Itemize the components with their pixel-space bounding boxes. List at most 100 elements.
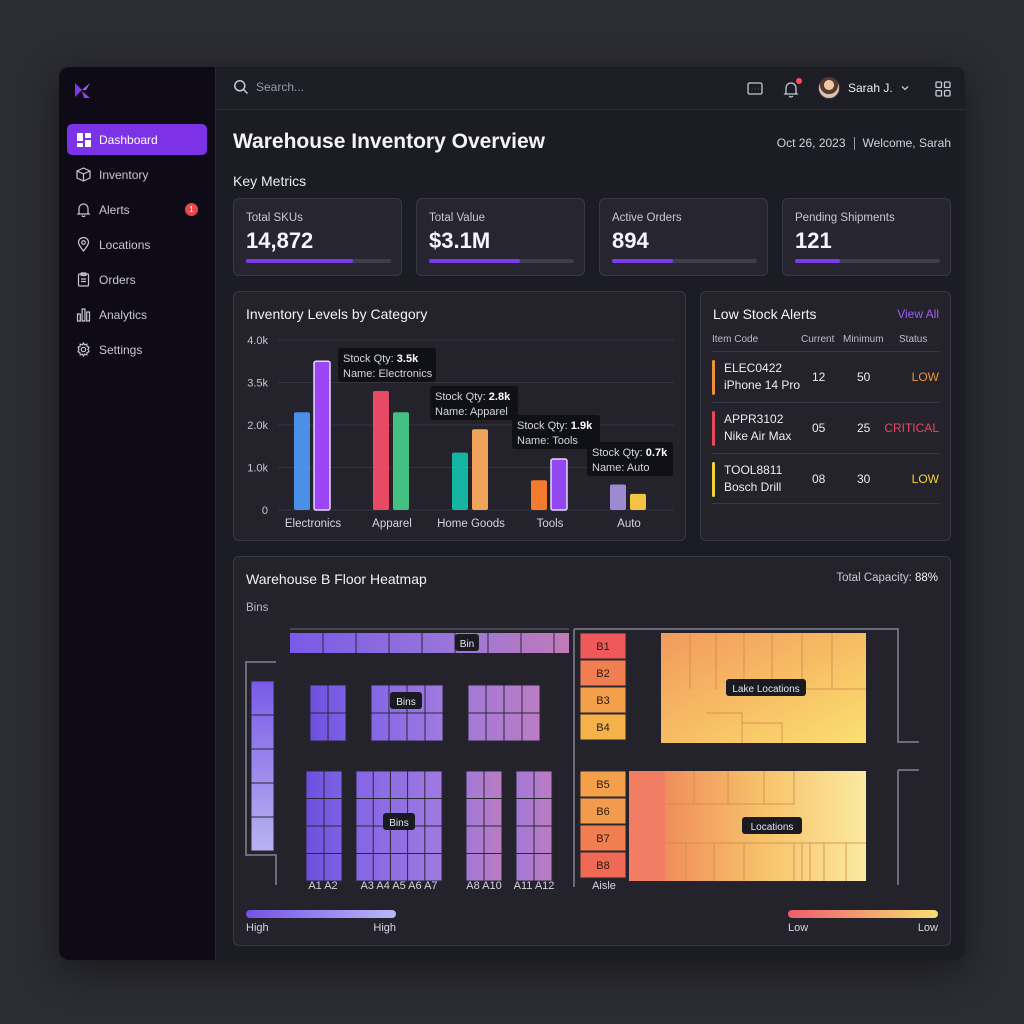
search-icon[interactable] [233, 79, 249, 95]
bar-chart-icon [76, 307, 91, 322]
main-content: Warehouse Inventory Overview Oct 26, 202… [216, 110, 965, 960]
b-bin-cell[interactable] [579, 797, 627, 825]
metric-card-total-value[interactable]: Total Value $3.1M [416, 198, 585, 276]
page-title: Warehouse Inventory Overview [233, 130, 545, 153]
user-menu[interactable]: Sarah J. [818, 77, 910, 99]
metric-value: 14,872 [246, 228, 314, 253]
column-header-status: Status [899, 334, 928, 345]
b-bin-cell[interactable] [579, 713, 627, 741]
dashboard-icon [76, 132, 91, 147]
metric-value: 894 [612, 228, 649, 253]
chart-title: Inventory Levels by Category [246, 306, 428, 322]
top-bar: Sarah J. [216, 67, 965, 110]
sidebar-item-label: Orders [99, 272, 136, 287]
chart-tooltip: Stock Qty: 0.7k Name: Auto [587, 442, 673, 476]
lower-bin-blocks[interactable] [305, 770, 553, 882]
locations-tag: Locations [742, 817, 802, 834]
view-all-link[interactable]: View All [897, 307, 939, 321]
top-bin-strip[interactable] [290, 633, 569, 653]
status-color-bar [712, 360, 715, 395]
aisle-label-a8-a10: A8 A10 [466, 880, 501, 892]
b-bin-column[interactable]: B1 B2 B3 B4 B5 B6 B7 B8 [579, 632, 627, 879]
item-name: iPhone 14 Pro [724, 378, 801, 392]
inventory-bar-chart: 0 1.0k 2.0k 3.5k 4.0k Electronics Apparel Home … [247, 335, 674, 530]
column-header-current: Current [801, 334, 835, 345]
bar[interactable] [531, 480, 547, 510]
item-code: APPR3102 [724, 412, 784, 426]
sidebar-item-alerts[interactable]: Alerts 1 [67, 194, 207, 225]
notifications-button[interactable] [782, 78, 802, 98]
minimum-qty: 25 [857, 421, 871, 435]
sidebar-item-inventory[interactable]: Inventory [67, 159, 207, 190]
column-header-item-code: Item Code [712, 334, 759, 345]
table-row[interactable]: ELEC0422 iPhone 14 Pro 12 50 LOW [712, 351, 939, 402]
bar[interactable] [393, 412, 409, 510]
tooltip-background [512, 415, 600, 449]
sidebar-item-analytics[interactable]: Analytics [67, 299, 207, 330]
aisle-label-a11-a12: A11 A12 [514, 880, 555, 892]
b-bin-label: B4 [596, 722, 609, 734]
metric-card-pending-shipments[interactable]: Pending Shipments 121 [782, 198, 951, 276]
bar[interactable] [630, 493, 646, 510]
b-bin-cell[interactable] [579, 824, 627, 852]
tag-text: Lake Locations [732, 684, 799, 695]
bar[interactable] [472, 429, 488, 510]
logo-icon[interactable] [73, 81, 93, 101]
sidebar: Dashboard Inventory Alerts 1 Locations O… [59, 67, 216, 960]
b-bin-cell[interactable] [579, 659, 627, 687]
metric-value: 121 [795, 228, 832, 253]
tooltip-qty: Stock Qty: 2.8k [435, 391, 511, 403]
sidebar-item-label: Inventory [99, 167, 149, 182]
sidebar-item-label: Alerts [99, 202, 130, 217]
top-bin-tag: Bin [455, 634, 479, 651]
tooltip-background [430, 386, 518, 420]
sidebar-nav: Dashboard Inventory Alerts 1 Locations O… [67, 124, 207, 369]
lake-locations-tag: Lake Locations [726, 679, 806, 696]
table-row[interactable]: APPR3102 Nike Air Max 05 25 CRITICAL [712, 402, 939, 453]
metric-card-active-orders[interactable]: Active Orders 894 [599, 198, 768, 276]
left-bin-strip[interactable] [250, 680, 275, 852]
tooltip-name: Name: Apparel [435, 406, 508, 418]
bar[interactable] [373, 391, 389, 510]
sidebar-item-dashboard[interactable]: Dashboard [67, 124, 207, 155]
sidebar-item-settings[interactable]: Settings [67, 334, 207, 365]
item-code: TOOL8811 [724, 463, 783, 477]
apps-grid-icon[interactable] [934, 80, 952, 98]
b-bin-cell[interactable] [579, 851, 627, 879]
x-tick-label: Home Goods [437, 518, 505, 530]
bar[interactable] [294, 412, 310, 510]
date-welcome: Oct 26, 2023 Welcome, Sarah [777, 136, 951, 150]
sidebar-item-locations[interactable]: Locations [67, 229, 207, 260]
search-input[interactable] [256, 80, 456, 94]
b-bin-cell[interactable] [579, 632, 627, 660]
avatar [818, 77, 840, 99]
minimum-qty: 50 [857, 370, 871, 384]
table-row[interactable]: TOOL8811 Bosch Drill 08 30 LOW [712, 453, 939, 504]
metric-card-total-skus[interactable]: Total SKUs 14,872 [233, 198, 402, 276]
tooltip-background [338, 348, 436, 382]
b-bin-cell[interactable] [579, 770, 627, 798]
b-bin-label: B6 [596, 806, 609, 818]
bar[interactable] [452, 452, 468, 510]
y-tick-label: 2.0k [247, 420, 268, 432]
b-bin-label: B3 [596, 695, 609, 707]
total-capacity: Total Capacity: 88% [836, 572, 938, 584]
notification-dot [796, 78, 802, 84]
metric-progress-track [429, 259, 574, 263]
bar[interactable] [610, 484, 626, 511]
b-bin-cell[interactable] [579, 686, 627, 714]
locations-zone[interactable] [629, 771, 866, 881]
upper-bin-blocks[interactable] [309, 684, 541, 742]
y-tick-label: 0 [262, 505, 268, 517]
y-tick-label: 1.0k [247, 463, 268, 475]
chart-tooltip: Stock Qty: 2.8k Name: Apparel [430, 386, 518, 420]
status-badge: LOW [911, 472, 939, 486]
tag-text: Bins [396, 697, 415, 708]
bar[interactable] [550, 458, 568, 511]
sidebar-item-orders[interactable]: Orders [67, 264, 207, 295]
bar[interactable] [313, 360, 331, 511]
y-tick-label: 4.0k [247, 335, 268, 347]
bins-label: Bins [246, 602, 269, 614]
legend-label: Low [918, 922, 938, 934]
chat-icon[interactable] [746, 80, 764, 98]
